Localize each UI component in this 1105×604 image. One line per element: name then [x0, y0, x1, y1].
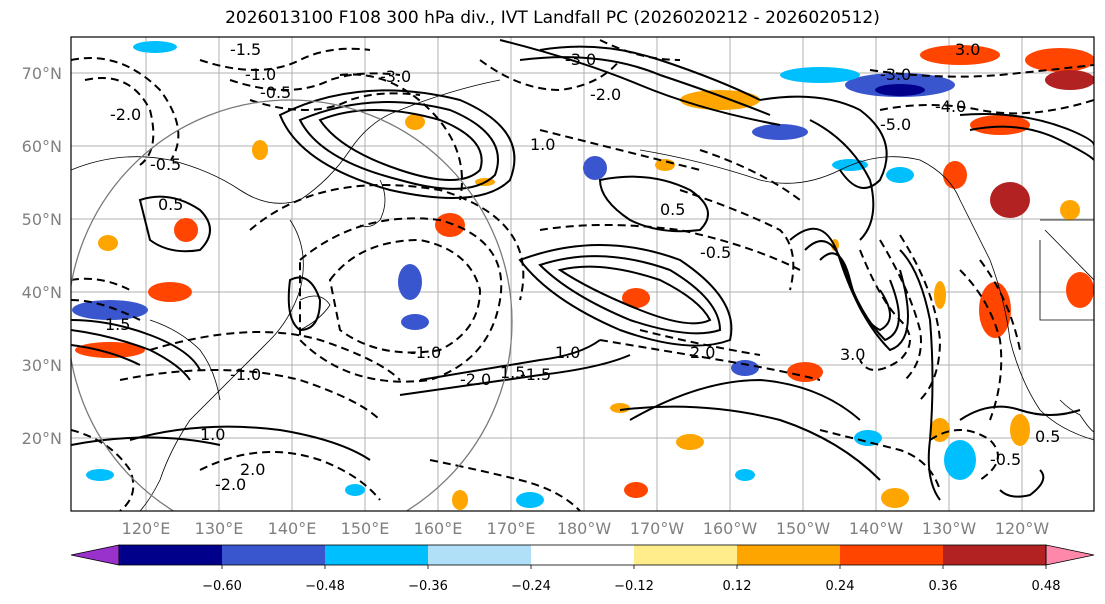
contour-label: 1.0: [555, 343, 580, 362]
lon-label: 140°E: [268, 519, 317, 538]
lon-label: 180°W: [557, 519, 612, 538]
contour-label: -2.0: [110, 105, 141, 124]
colorbar-segment: [119, 545, 223, 565]
lon-label: 130°E: [195, 519, 244, 538]
contour-label: -0.5: [990, 450, 1021, 469]
contour-label: 0.5: [660, 200, 685, 219]
contour-label: -5.0: [880, 115, 911, 134]
colorbar: −0.60 −0.48 −0.36 −0.24 −0.12 0.12 0.24 0.36 0.4…: [70, 544, 1095, 594]
contour-label: 3.0: [955, 40, 980, 59]
contour-label: -1.0: [230, 365, 261, 384]
contour-label: -1.0: [245, 65, 276, 84]
contour-labels: -3.0 -3.0 -3.0 -2.0 -2.0 -2.0 -2.0 -1.5 …: [105, 40, 1060, 494]
contour-label: -3.0: [380, 67, 411, 86]
lon-label: 140°W: [849, 519, 904, 538]
divergence-shading: [72, 41, 1094, 510]
colorbar-tick-label: −0.60: [202, 579, 242, 594]
colorbar-extend-high: [1045, 544, 1095, 566]
lat-label: 50°N: [22, 210, 62, 229]
colorbar-extend-low: [70, 544, 120, 566]
map-title: 2026013100 F108 300 hPa div., IVT Landfa…: [225, 8, 880, 28]
longitude-labels: 120°E 130°E 140°E 150°E 160°E 170°E 180°…: [122, 519, 1050, 538]
contour-label: -0.5: [260, 83, 291, 102]
colorbar-tick-label: 0.12: [723, 579, 752, 594]
colorbar-tick-label: −0.48: [305, 579, 345, 594]
colorbar-frame: [118, 544, 1047, 566]
contour-label: -0.5: [700, 243, 731, 262]
lat-label: 40°N: [22, 283, 62, 302]
lon-label: 160°W: [703, 519, 758, 538]
contour-label: -4.0: [935, 97, 966, 116]
contour-label: 2.0: [240, 460, 265, 479]
colorbar-segment: [943, 545, 1047, 565]
contour-label: 2.0: [690, 343, 715, 362]
contour-label: 1.0: [530, 135, 555, 154]
map-panel: -3.0 -3.0 -3.0 -2.0 -2.0 -2.0 -2.0 -1.5 …: [70, 36, 1095, 512]
negative-div-contours: [71, 39, 1094, 511]
lat-label: 30°N: [22, 356, 62, 375]
contour-label: 3.0: [840, 345, 865, 364]
lon-label: 170°E: [487, 519, 536, 538]
contour-label: 0.5: [158, 195, 183, 214]
contour-label: -2.0: [590, 85, 621, 104]
lat-label: 70°N: [22, 64, 62, 83]
contour-label: -2.0: [460, 370, 491, 389]
lon-label: 130°W: [922, 519, 977, 538]
lon-label: 150°W: [776, 519, 831, 538]
lon-label: 160°E: [414, 519, 463, 538]
contour-label: -3.0: [565, 50, 596, 69]
map-frame: [70, 36, 1095, 512]
contour-label: -2.0: [215, 475, 246, 494]
lon-label: 120°E: [122, 519, 171, 538]
colorbar-tick-label: 0.36: [929, 579, 958, 594]
colorbar-segment: [531, 545, 635, 565]
contour-label: -0.5: [150, 155, 181, 174]
contour-label: -3.0: [880, 65, 911, 84]
colorbar-tick-label: 0.24: [826, 579, 855, 594]
contour-label: 0.5: [1035, 427, 1060, 446]
lat-label: 60°N: [22, 137, 62, 156]
map-background: [71, 37, 1094, 511]
positive-div-contours: [71, 39, 1094, 501]
colorbar-segment: [840, 545, 944, 565]
contour-label: -1.0: [410, 343, 441, 362]
colorbar-segment: [325, 545, 429, 565]
colorbar-segment: [634, 545, 738, 565]
contour-label: 1.0: [200, 425, 225, 444]
colorbar-tick-label: −0.24: [511, 579, 551, 594]
contour-label: -1.5: [520, 365, 551, 384]
region-circle: [71, 99, 513, 511]
colorbar-segment: [737, 545, 841, 565]
colorbar-tick-label: −0.36: [408, 579, 448, 594]
lat-label: 20°N: [22, 429, 62, 448]
colorbar-tick-label: −0.12: [614, 579, 654, 594]
colorbar-tick-label: 0.48: [1032, 579, 1061, 594]
lon-label: 120°W: [995, 519, 1050, 538]
latitude-labels: 70°N 60°N 50°N 40°N 30°N 20°N: [22, 64, 62, 448]
contour-label: 1.5: [500, 363, 525, 382]
colorbar-segment: [428, 545, 532, 565]
lon-label: 170°W: [630, 519, 685, 538]
colorbar-segment: [222, 545, 326, 565]
contour-label: 1.5: [105, 315, 130, 334]
lon-label: 150°E: [341, 519, 390, 538]
contour-label: -1.5: [230, 40, 261, 59]
